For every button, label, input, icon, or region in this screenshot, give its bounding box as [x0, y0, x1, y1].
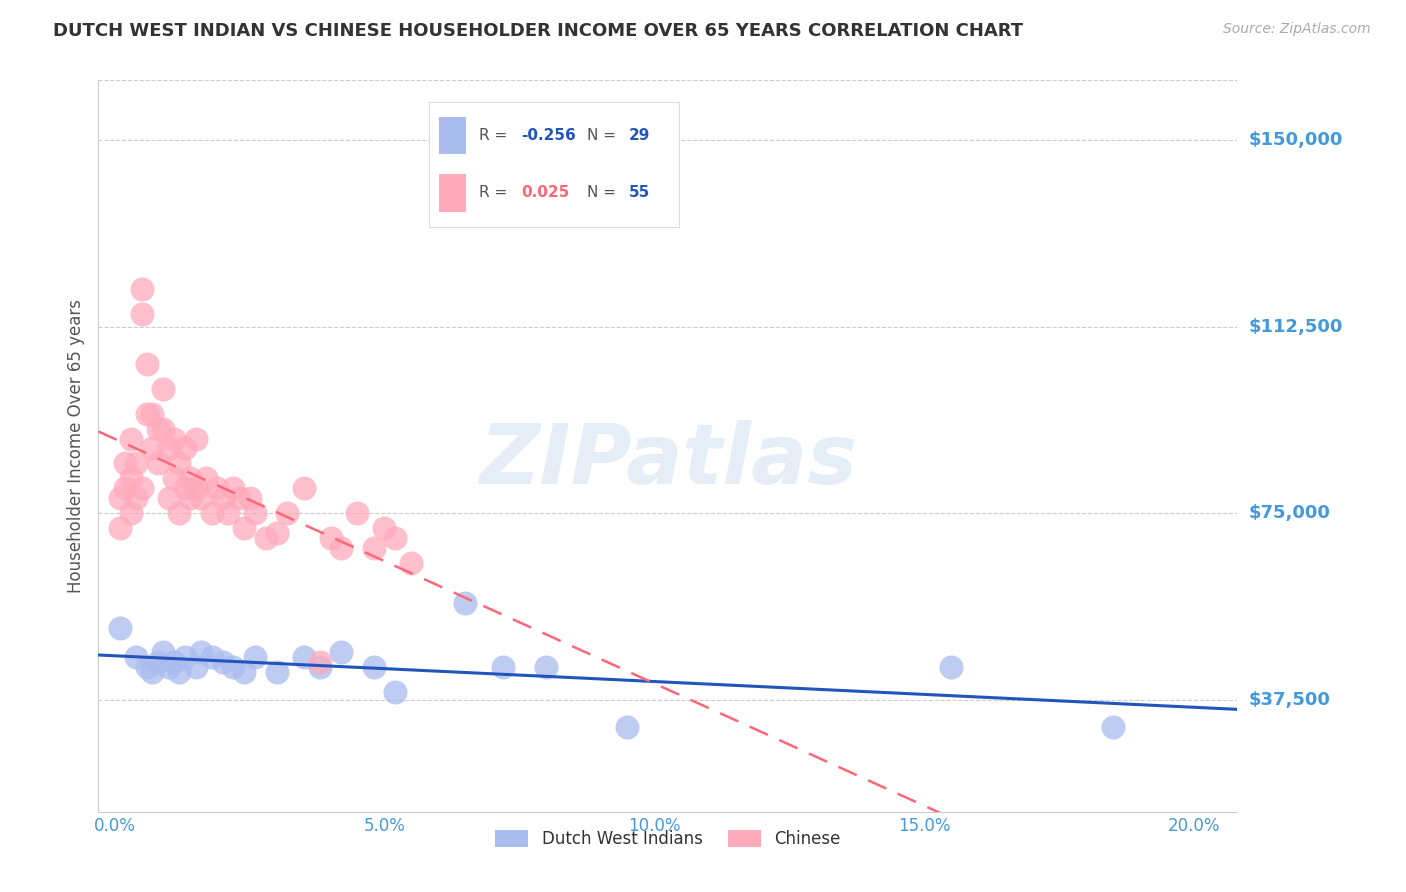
Point [179, 491, 201, 506]
Point [373, 521, 395, 535]
Point [120, 506, 142, 520]
Point [141, 442, 163, 456]
Point [201, 650, 224, 665]
Point [201, 506, 224, 520]
Point [363, 660, 385, 674]
Point [163, 471, 186, 485]
Text: $112,500: $112,500 [1249, 318, 1343, 335]
Point [190, 491, 212, 506]
Point [266, 665, 288, 680]
Point [190, 645, 212, 659]
Point [157, 442, 180, 456]
Point [184, 660, 207, 674]
Point [195, 471, 218, 485]
Text: $75,000: $75,000 [1249, 504, 1330, 522]
Point [108, 521, 131, 535]
Point [228, 491, 250, 506]
Point [233, 665, 256, 680]
Point [454, 596, 477, 610]
Point [401, 556, 423, 570]
Point [184, 481, 207, 495]
Point [217, 506, 239, 520]
Text: ZIPatlas: ZIPatlas [479, 420, 856, 501]
Point [173, 481, 195, 495]
Text: $150,000: $150,000 [1249, 131, 1343, 149]
Point [157, 660, 180, 674]
Text: DUTCH WEST INDIAN VS CHINESE HOUSEHOLDER INCOME OVER 65 YEARS CORRELATION CHART: DUTCH WEST INDIAN VS CHINESE HOUSEHOLDER… [53, 22, 1024, 40]
Point [308, 660, 330, 674]
Point [136, 357, 159, 371]
Point [163, 432, 186, 446]
Point [346, 506, 368, 520]
Point [384, 685, 406, 699]
Point [243, 506, 266, 520]
Point [163, 656, 186, 670]
Point [330, 645, 353, 659]
Point [211, 656, 233, 670]
Point [941, 660, 963, 674]
Point [136, 660, 159, 674]
Point [319, 531, 342, 545]
Point [141, 407, 163, 421]
Point [120, 432, 142, 446]
Point [152, 421, 174, 435]
Y-axis label: Householder Income Over 65 years: Householder Income Over 65 years [66, 299, 84, 593]
Point [292, 650, 315, 665]
Point [243, 650, 266, 665]
Point [363, 541, 385, 555]
Point [238, 491, 260, 506]
Point [266, 526, 288, 541]
Point [384, 531, 406, 545]
Legend: Dutch West Indians, Chinese: Dutch West Indians, Chinese [488, 823, 848, 855]
Point [146, 656, 169, 670]
Point [131, 481, 153, 495]
Point [276, 506, 298, 520]
Point [173, 442, 195, 456]
Point [136, 407, 159, 421]
Point [114, 481, 136, 495]
Point [169, 457, 191, 471]
Point [536, 660, 558, 674]
Point [152, 382, 174, 396]
Point [222, 481, 245, 495]
Point [330, 541, 353, 555]
Point [616, 720, 638, 734]
Point [179, 471, 201, 485]
Text: $37,500: $37,500 [1249, 690, 1330, 709]
Point [125, 650, 148, 665]
Point [125, 491, 148, 506]
Point [184, 432, 207, 446]
Point [292, 481, 315, 495]
Point [152, 645, 174, 659]
Point [146, 421, 169, 435]
Point [492, 660, 515, 674]
Point [222, 660, 245, 674]
Point [146, 457, 169, 471]
Point [169, 665, 191, 680]
Point [120, 471, 142, 485]
Point [157, 491, 180, 506]
Point [233, 521, 256, 535]
Point [308, 656, 330, 670]
Point [205, 481, 228, 495]
Point [169, 506, 191, 520]
Point [1102, 720, 1125, 734]
Point [254, 531, 277, 545]
Text: Source: ZipAtlas.com: Source: ZipAtlas.com [1223, 22, 1371, 37]
Point [131, 282, 153, 296]
Point [108, 621, 131, 635]
Point [108, 491, 131, 506]
Point [114, 457, 136, 471]
Point [131, 307, 153, 321]
Point [173, 650, 195, 665]
Point [211, 491, 233, 506]
Point [141, 665, 163, 680]
Point [125, 457, 148, 471]
